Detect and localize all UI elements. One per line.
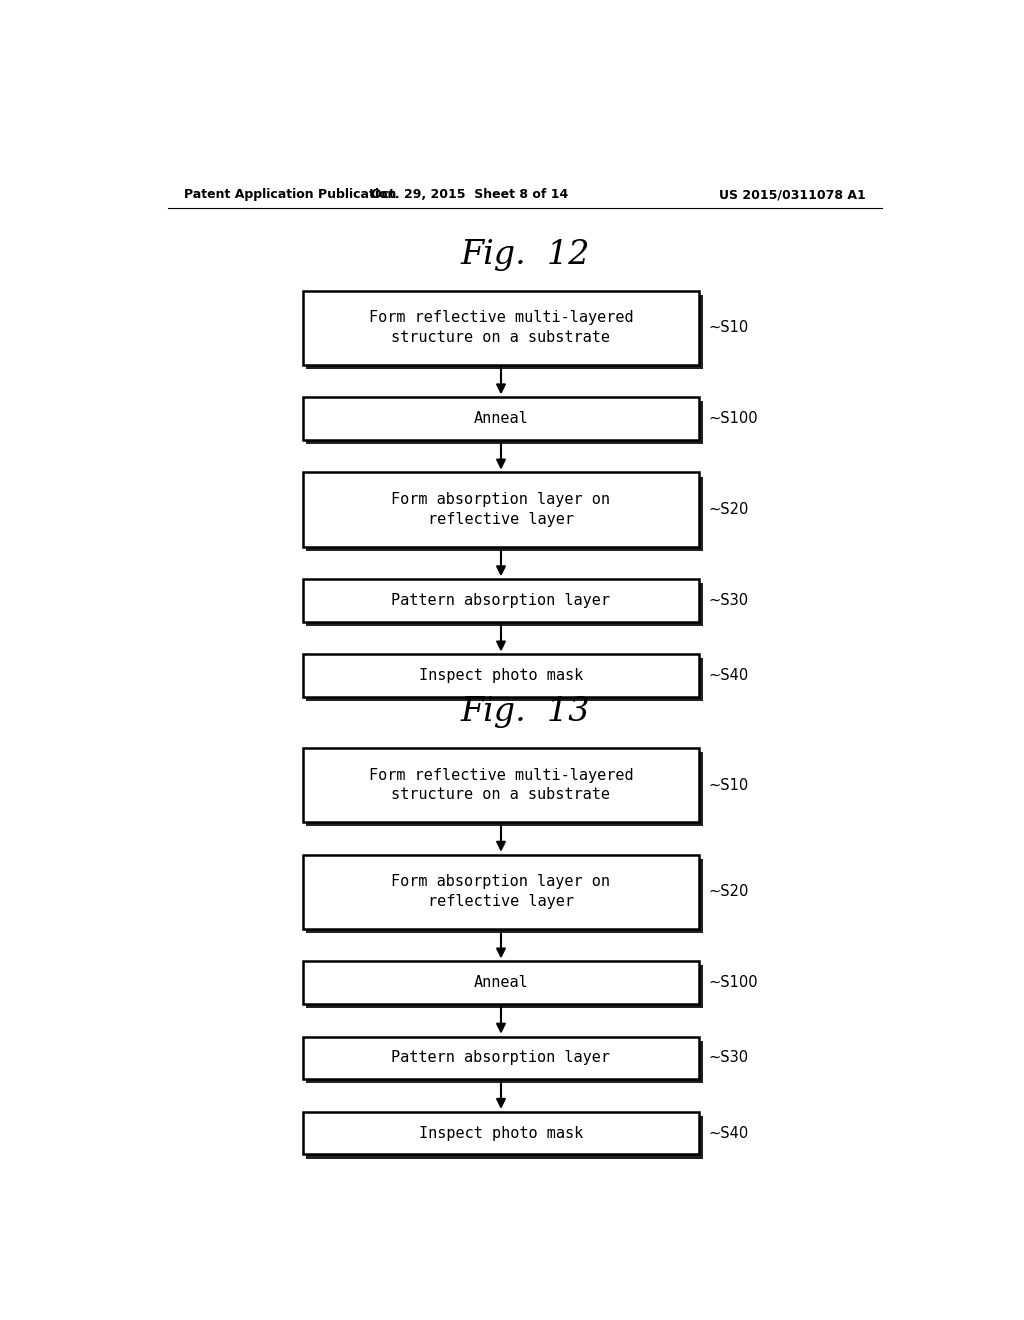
- Text: Pattern absorption layer: Pattern absorption layer: [391, 1051, 610, 1065]
- Text: ~S40: ~S40: [709, 668, 750, 684]
- Bar: [303, 961, 699, 1005]
- Text: ~S10: ~S10: [709, 777, 750, 792]
- Bar: [303, 579, 699, 622]
- Text: Form absorption layer on
reflective layer: Form absorption layer on reflective laye…: [391, 492, 610, 527]
- Bar: [303, 1111, 699, 1155]
- Bar: [306, 583, 702, 626]
- Bar: [306, 659, 702, 701]
- Text: Fig.  12: Fig. 12: [460, 239, 590, 271]
- Bar: [306, 1115, 702, 1159]
- Bar: [306, 294, 702, 368]
- Bar: [303, 854, 699, 929]
- Text: Oct. 29, 2015  Sheet 8 of 14: Oct. 29, 2015 Sheet 8 of 14: [371, 189, 568, 202]
- Text: Anneal: Anneal: [474, 411, 528, 426]
- Text: ~S40: ~S40: [709, 1126, 750, 1140]
- Text: ~S30: ~S30: [709, 1051, 749, 1065]
- Text: Inspect photo mask: Inspect photo mask: [419, 668, 583, 684]
- Text: ~S30: ~S30: [709, 593, 749, 609]
- Text: Pattern absorption layer: Pattern absorption layer: [391, 593, 610, 609]
- Text: Form reflective multi-layered
structure on a substrate: Form reflective multi-layered structure …: [369, 310, 633, 345]
- Bar: [303, 748, 699, 822]
- Text: US 2015/0311078 A1: US 2015/0311078 A1: [719, 189, 866, 202]
- Text: ~S20: ~S20: [709, 502, 750, 517]
- Bar: [306, 859, 702, 933]
- Bar: [306, 965, 702, 1008]
- Bar: [306, 752, 702, 826]
- Bar: [303, 290, 699, 364]
- Bar: [303, 397, 699, 440]
- Text: Form reflective multi-layered
structure on a substrate: Form reflective multi-layered structure …: [369, 768, 633, 803]
- Text: Form absorption layer on
reflective layer: Form absorption layer on reflective laye…: [391, 874, 610, 909]
- Bar: [303, 655, 699, 697]
- Text: Anneal: Anneal: [474, 975, 528, 990]
- Bar: [303, 1036, 699, 1080]
- Text: ~S100: ~S100: [709, 411, 759, 426]
- Text: ~S10: ~S10: [709, 321, 750, 335]
- Bar: [306, 477, 702, 550]
- Bar: [306, 1040, 702, 1084]
- Text: ~S100: ~S100: [709, 975, 759, 990]
- Bar: [306, 401, 702, 444]
- Bar: [303, 473, 699, 546]
- Text: Fig.  13: Fig. 13: [460, 697, 590, 729]
- Text: ~S20: ~S20: [709, 884, 750, 899]
- Text: Inspect photo mask: Inspect photo mask: [419, 1126, 583, 1140]
- Text: Patent Application Publication: Patent Application Publication: [183, 189, 396, 202]
